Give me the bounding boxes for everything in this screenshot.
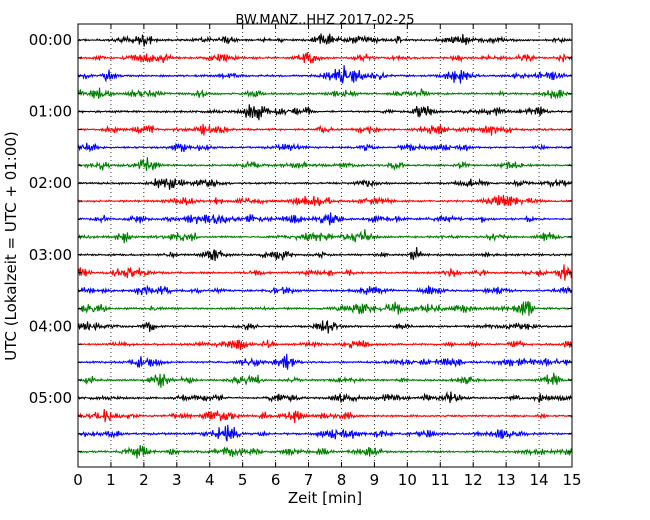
trace-20 — [77, 372, 573, 388]
x-tick-label-6: 6 — [271, 471, 281, 489]
trace-1 — [77, 33, 573, 47]
trace-17 — [77, 319, 573, 334]
x-tick-label-4: 4 — [205, 471, 215, 489]
x-tick-label-9: 9 — [370, 471, 380, 489]
chart-title: BW.MANZ..HHZ 2017-02-25 — [235, 13, 414, 28]
trace-11 — [77, 212, 573, 226]
x-tick-label-11: 11 — [431, 471, 450, 489]
y-tick-label-0500: 05:00 — [29, 389, 72, 407]
x-tick-label-5: 5 — [238, 471, 248, 489]
x-tick-label-1: 1 — [106, 471, 116, 489]
y-axis-ticks: 00:00 01:00 02:00 03:00 04:00 05:00 — [29, 31, 572, 453]
y-axis-label: UTC (Lokalzeit = UTC + 01:00) — [2, 131, 20, 361]
trace-7 — [77, 142, 573, 153]
trace-4 — [77, 87, 573, 100]
x-tick-label-10: 10 — [398, 471, 417, 489]
x-axis-label: Zeit [min] — [288, 489, 362, 507]
x-tick-label-12: 12 — [464, 471, 483, 489]
x-axis-ticks: 0 1 2 3 4 5 6 7 8 9 10 11 12 13 14 15 — [73, 24, 582, 489]
trace-2 — [77, 52, 573, 64]
y-tick-label-0400: 04:00 — [29, 317, 72, 335]
trace-6 — [77, 123, 573, 136]
trace-19 — [77, 353, 573, 370]
trace-24 — [77, 445, 573, 459]
trace-5 — [77, 104, 573, 121]
x-tick-label-0: 0 — [73, 471, 83, 489]
y-tick-label-0200: 02:00 — [29, 174, 72, 192]
trace-12 — [77, 229, 573, 244]
plot-frame — [77, 23, 573, 468]
x-tick-label-7: 7 — [304, 471, 314, 489]
seismogram-traces — [77, 33, 573, 459]
trace-10 — [77, 194, 573, 207]
trace-15 — [77, 284, 573, 296]
trace-3 — [77, 65, 573, 84]
grid-lines — [110, 24, 540, 467]
trace-8 — [77, 157, 573, 171]
x-tick-label-3: 3 — [172, 471, 182, 489]
trace-18 — [77, 339, 573, 351]
x-tick-label-15: 15 — [562, 471, 581, 489]
trace-22 — [77, 408, 573, 423]
trace-13 — [77, 247, 573, 262]
trace-14 — [77, 264, 573, 281]
trace-21 — [77, 391, 573, 404]
x-tick-label-8: 8 — [337, 471, 347, 489]
trace-16 — [77, 300, 573, 316]
y-tick-label-0100: 01:00 — [29, 103, 72, 121]
x-tick-label-14: 14 — [530, 471, 549, 489]
trace-9 — [77, 177, 573, 190]
trace-23 — [77, 424, 573, 442]
x-tick-label-2: 2 — [139, 471, 149, 489]
y-tick-label-0300: 03:00 — [29, 246, 72, 264]
y-tick-label-0000: 00:00 — [29, 31, 72, 49]
x-tick-label-13: 13 — [497, 471, 516, 489]
